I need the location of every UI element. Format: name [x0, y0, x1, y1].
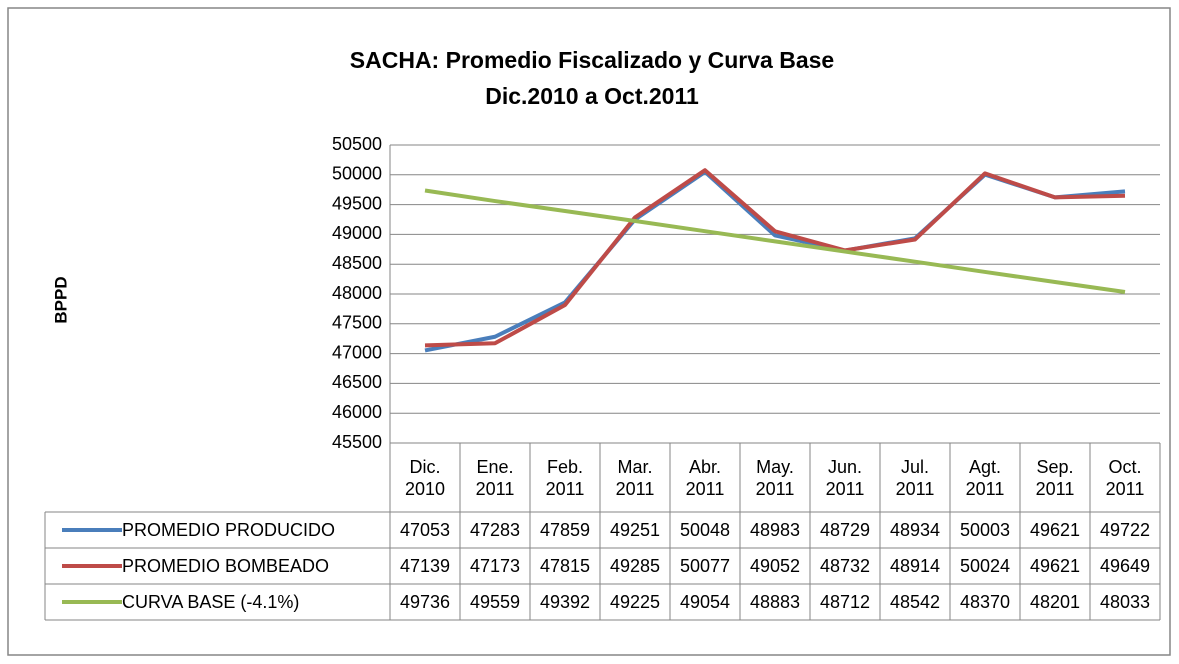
y-tick-label: 45500 — [332, 432, 382, 452]
table-value: 50048 — [679, 520, 731, 540]
table-value: 48712 — [819, 592, 871, 612]
y-axis-label: BPPD — [51, 276, 70, 323]
table-value: 47815 — [539, 556, 591, 576]
table-value: 49649 — [1099, 556, 1151, 576]
table-value: 48914 — [889, 556, 941, 576]
x-tick-label: Sep. 2011 — [1035, 456, 1075, 499]
table-value: 47053 — [399, 520, 451, 540]
table-value: 49621 — [1029, 556, 1081, 576]
table-value: 48201 — [1029, 592, 1081, 612]
y-tick-label: 49000 — [332, 223, 382, 243]
y-tick-label: 50000 — [332, 164, 382, 184]
table-value: 50024 — [959, 556, 1011, 576]
chart-title: SACHA: Promedio Fiscalizado y Curva Base — [350, 47, 834, 73]
table-value: 49559 — [469, 592, 521, 612]
series-line — [424, 168, 1126, 348]
x-tick-label: Ene. 2011 — [475, 456, 515, 499]
x-tick-label: Mar. 2011 — [615, 456, 655, 499]
y-tick-label: 50500 — [332, 134, 382, 154]
x-tick-label: Jul. 2011 — [895, 456, 935, 499]
table-value: 48542 — [889, 592, 941, 612]
table-value: 49052 — [749, 556, 801, 576]
table-value: 48033 — [1099, 592, 1151, 612]
table-value: 49722 — [1099, 520, 1151, 540]
table-value: 47859 — [539, 520, 591, 540]
table-value: 48883 — [749, 592, 801, 612]
y-tick-label: 46500 — [332, 372, 382, 392]
chart-border — [7, 7, 1171, 656]
x-tick-label: Oct. 2011 — [1105, 456, 1145, 499]
table-value: 49621 — [1029, 520, 1081, 540]
x-tick-label: Feb. 2011 — [545, 456, 585, 499]
series-line — [424, 188, 1126, 295]
x-tick-label: May. 2011 — [755, 456, 795, 499]
y-tick-label: 46000 — [332, 402, 382, 422]
table-value: 48729 — [819, 520, 871, 540]
table-value: 49225 — [609, 592, 661, 612]
y-tick-label: 47500 — [332, 313, 382, 333]
y-tick-label: 48500 — [332, 253, 382, 273]
table-value: 49736 — [399, 592, 451, 612]
table-value: 49054 — [679, 592, 731, 612]
table-value: 48732 — [819, 556, 871, 576]
table-value: 47283 — [469, 520, 521, 540]
table-value: 49251 — [609, 520, 661, 540]
table-value: 47139 — [399, 556, 451, 576]
chart-subtitle: Dic.2010 a Oct.2011 — [485, 83, 699, 109]
table-value: 48983 — [749, 520, 801, 540]
x-tick-label: Dic. 2010 — [404, 456, 446, 499]
table-value: 49285 — [609, 556, 661, 576]
table-value: 50077 — [679, 556, 731, 576]
legend-label: PROMEDIO BOMBEADO — [122, 556, 330, 576]
y-tick-label: 47000 — [332, 342, 382, 362]
legend-label: PROMEDIO PRODUCIDO — [122, 520, 336, 540]
table-value: 47173 — [469, 556, 521, 576]
table-value: 48370 — [959, 592, 1011, 612]
legend-label: CURVA BASE (-4.1%) — [122, 592, 300, 612]
y-tick-label: 49500 — [332, 193, 382, 213]
y-tick-label: 48000 — [332, 283, 382, 303]
x-tick-label: Abr. 2011 — [685, 456, 725, 499]
table-value: 48934 — [889, 520, 941, 540]
x-tick-label: Jun. 2011 — [825, 456, 865, 499]
x-tick-label: Agt. 2011 — [965, 456, 1005, 499]
table-value: 50003 — [959, 520, 1011, 540]
table-value: 49392 — [539, 592, 591, 612]
